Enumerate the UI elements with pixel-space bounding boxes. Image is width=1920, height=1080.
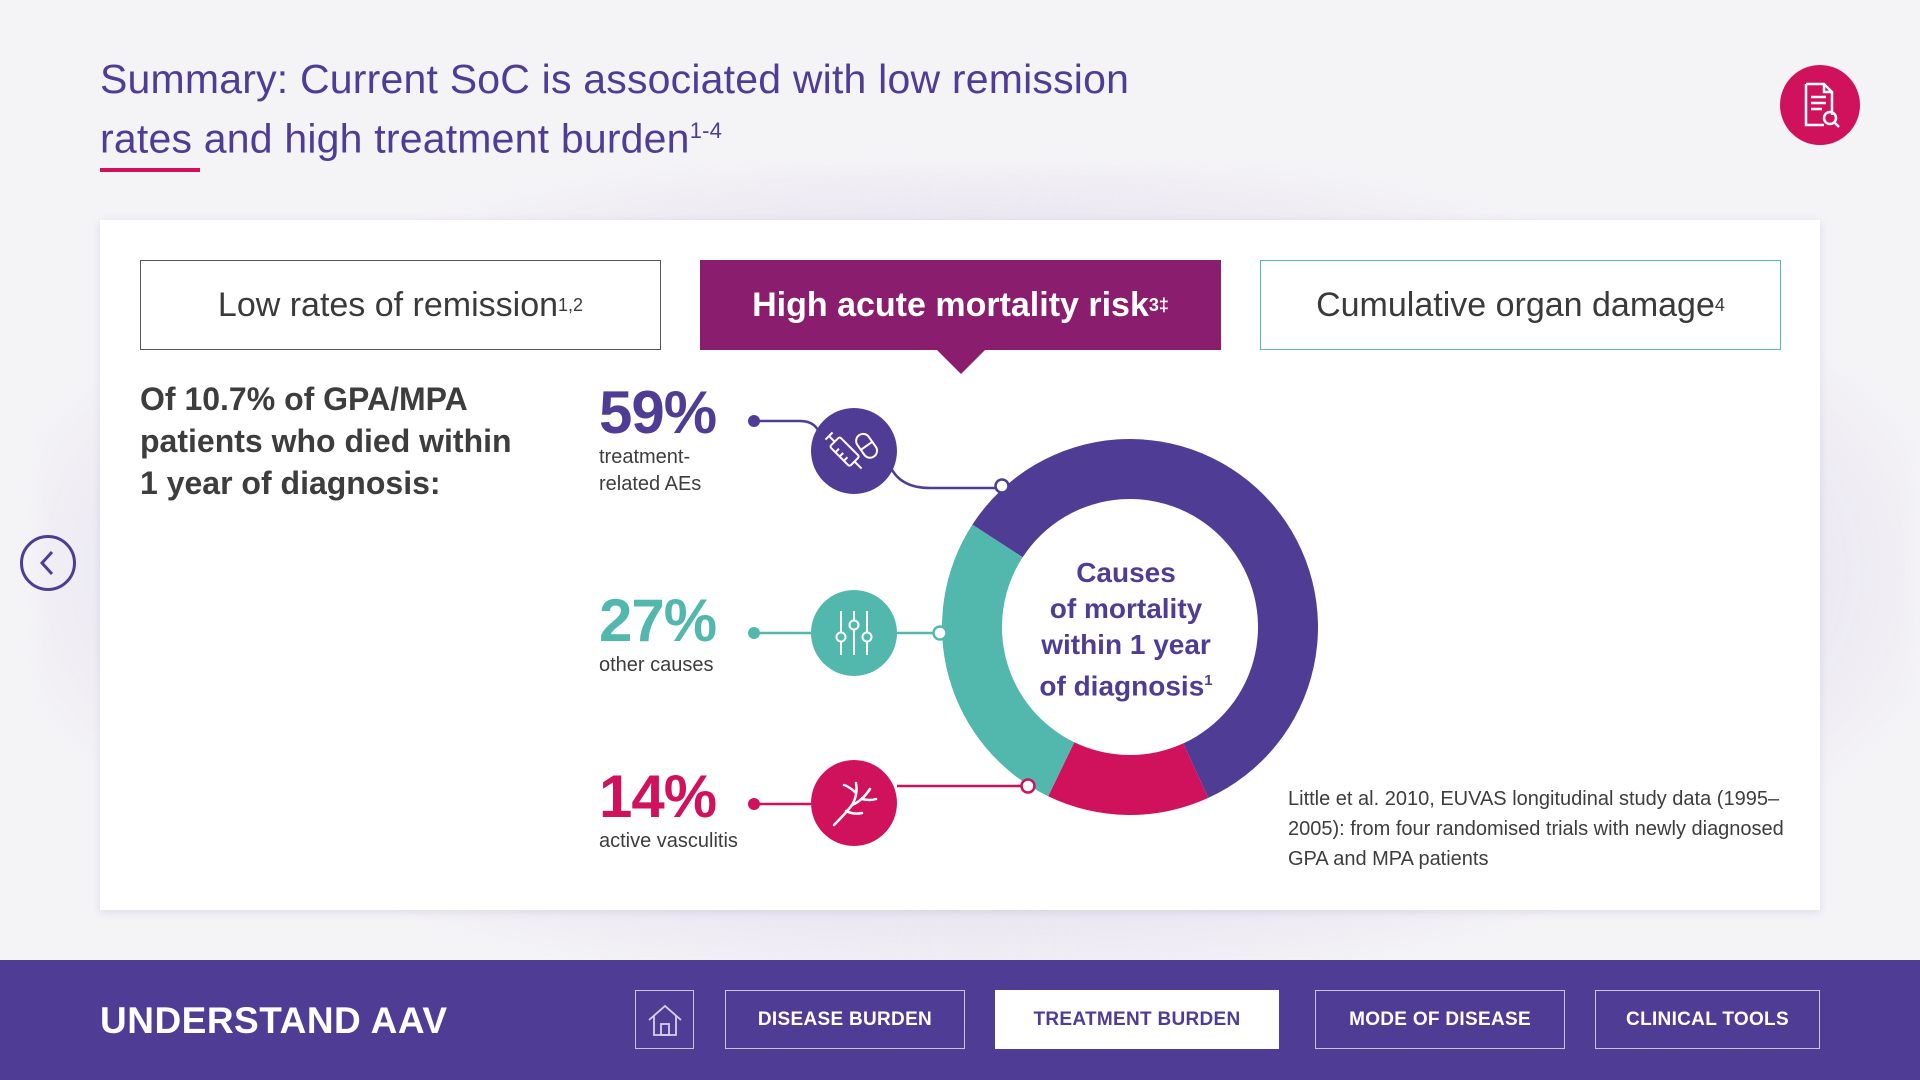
tab-superscript: 1,2 bbox=[558, 294, 584, 315]
nav-disease-burden-button[interactable]: DISEASE BURDEN bbox=[725, 990, 965, 1049]
center-line-4: of diagnosis bbox=[1039, 670, 1205, 702]
title-line-1: Summary: Current SoC is associated with … bbox=[100, 56, 1130, 102]
home-icon bbox=[647, 1004, 682, 1036]
nav-mode-of-disease-button[interactable]: MODE OF DISEASE bbox=[1315, 990, 1565, 1049]
tab-label: Cumulative organ damage bbox=[1316, 285, 1715, 324]
home-button[interactable] bbox=[635, 990, 694, 1049]
connector-dot bbox=[994, 478, 1010, 494]
connector-dot bbox=[932, 625, 948, 641]
stat-label-line-1: treatment- bbox=[599, 446, 691, 468]
syringe-pill-icon-circle bbox=[811, 408, 897, 494]
blood-vessel-icon-circle bbox=[811, 760, 897, 846]
intro-text: Of 10.7% of GPA/MPA patients who died wi… bbox=[140, 381, 512, 501]
back-button[interactable] bbox=[20, 535, 76, 591]
sliders-icon-circle bbox=[811, 590, 897, 676]
references-button[interactable] bbox=[1780, 65, 1860, 145]
donut-slice-treatment-related-aes bbox=[972, 438, 1319, 798]
connector-line bbox=[754, 419, 822, 436]
title-superscript: 1-4 bbox=[689, 118, 723, 143]
donut-chart bbox=[942, 438, 1319, 815]
chevron-left-icon bbox=[39, 550, 54, 576]
tab-low-remission[interactable]: Low rates of remission 1,2 bbox=[140, 260, 661, 350]
connector-dot bbox=[1020, 778, 1036, 794]
donut-slice-other-causes bbox=[942, 524, 1075, 797]
tab-superscript: 4 bbox=[1714, 294, 1725, 315]
center-line-2: of mortality bbox=[1049, 593, 1203, 624]
connector-line bbox=[888, 465, 1002, 490]
document-search-icon bbox=[1804, 82, 1840, 128]
page-title: Summary: Current SoC is associated with … bbox=[100, 54, 1300, 165]
nav-treatment-burden-button[interactable]: TREATMENT BURDEN bbox=[995, 990, 1279, 1049]
tab-label: Low rates of remission bbox=[217, 285, 559, 324]
connector-lines bbox=[748, 415, 1319, 815]
stat-label: active vasculitis bbox=[599, 830, 738, 852]
center-line-3: within 1 year bbox=[1041, 629, 1211, 660]
stat-value: 14% bbox=[599, 763, 717, 830]
active-tab-pointer bbox=[936, 350, 985, 374]
stat-label: other causes bbox=[599, 654, 714, 676]
tab-organ-damage[interactable]: Cumulative organ damage 4 bbox=[1260, 260, 1781, 350]
tab-superscript: 3‡ bbox=[1148, 294, 1169, 315]
source-note: Little et al. 2010, EUVAS longitudinal s… bbox=[1288, 788, 1784, 870]
stat-other-causes: 27% other causes bbox=[599, 587, 717, 679]
stat-value: 27% bbox=[599, 587, 717, 654]
center-superscript: 1 bbox=[1204, 672, 1213, 689]
nav-clinical-tools-button[interactable]: CLINICAL TOOLS bbox=[1595, 990, 1820, 1049]
blood-vessel-icon bbox=[832, 781, 878, 827]
donut-slice-active-vasculitis bbox=[1048, 742, 1209, 815]
donut-center-label: Causes of mortality within 1 year of dia… bbox=[1008, 555, 1244, 704]
stat-active-vasculitis: 14% active vasculitis bbox=[599, 766, 738, 855]
sliders-icon bbox=[835, 611, 873, 655]
stat-treatment-aes: 59% treatment- related AEs bbox=[599, 379, 717, 498]
brand-title: UNDERSTAND AAV bbox=[100, 1000, 448, 1041]
stat-label-line-2: related AEs bbox=[599, 473, 702, 495]
footer-nav: UNDERSTAND AAV DISEASE BURDEN TREATMENT … bbox=[0, 960, 1920, 1080]
content-card: Low rates of remission 1,2 High acute mor… bbox=[100, 220, 1820, 910]
center-line-1: Causes bbox=[1076, 557, 1176, 588]
syringe-pill-icon bbox=[824, 431, 879, 470]
tab-high-mortality[interactable]: High acute mortality risk 3‡ bbox=[700, 260, 1221, 374]
stat-value: 59% bbox=[599, 379, 717, 446]
title-underline bbox=[100, 168, 200, 172]
title-line-2: rates and high treatment burden bbox=[100, 115, 690, 162]
tab-label: High acute mortality risk bbox=[752, 285, 1149, 324]
